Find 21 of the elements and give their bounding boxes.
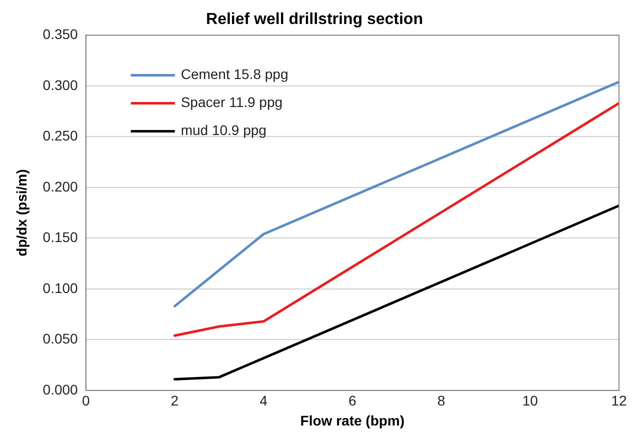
- chart-title: Relief well drillstring section: [206, 11, 423, 28]
- x-tick-label: 4: [260, 392, 268, 409]
- legend-label: Spacer 11.9 ppg: [180, 94, 283, 110]
- x-tick-label: 10: [522, 392, 538, 409]
- x-tick-label: 8: [437, 392, 446, 409]
- x-tick-label: 0: [82, 392, 90, 409]
- y-tick-label: 0.150: [42, 229, 78, 246]
- y-tick-label: 0.100: [42, 280, 78, 296]
- y-tick-label: 0.050: [42, 330, 78, 347]
- y-tick-label: 0.300: [42, 76, 78, 93]
- x-axis-title: Flow rate (bpm): [300, 412, 405, 428]
- legend-label: Cement 15.8 ppg: [180, 66, 288, 82]
- legend-label: mud 10.9 ppg: [180, 122, 266, 138]
- y-tick-label: 0.000: [42, 381, 78, 398]
- y-tick-label: 0.200: [42, 178, 78, 194]
- y-axis-title: dp/dx (psi/m): [13, 169, 30, 256]
- x-tick-label: 6: [348, 392, 357, 409]
- x-tick-label: 2: [170, 392, 179, 409]
- y-tick-label: 0.350: [42, 26, 78, 42]
- x-tick-label: 12: [611, 392, 627, 409]
- y-tick-label: 0.250: [42, 128, 78, 144]
